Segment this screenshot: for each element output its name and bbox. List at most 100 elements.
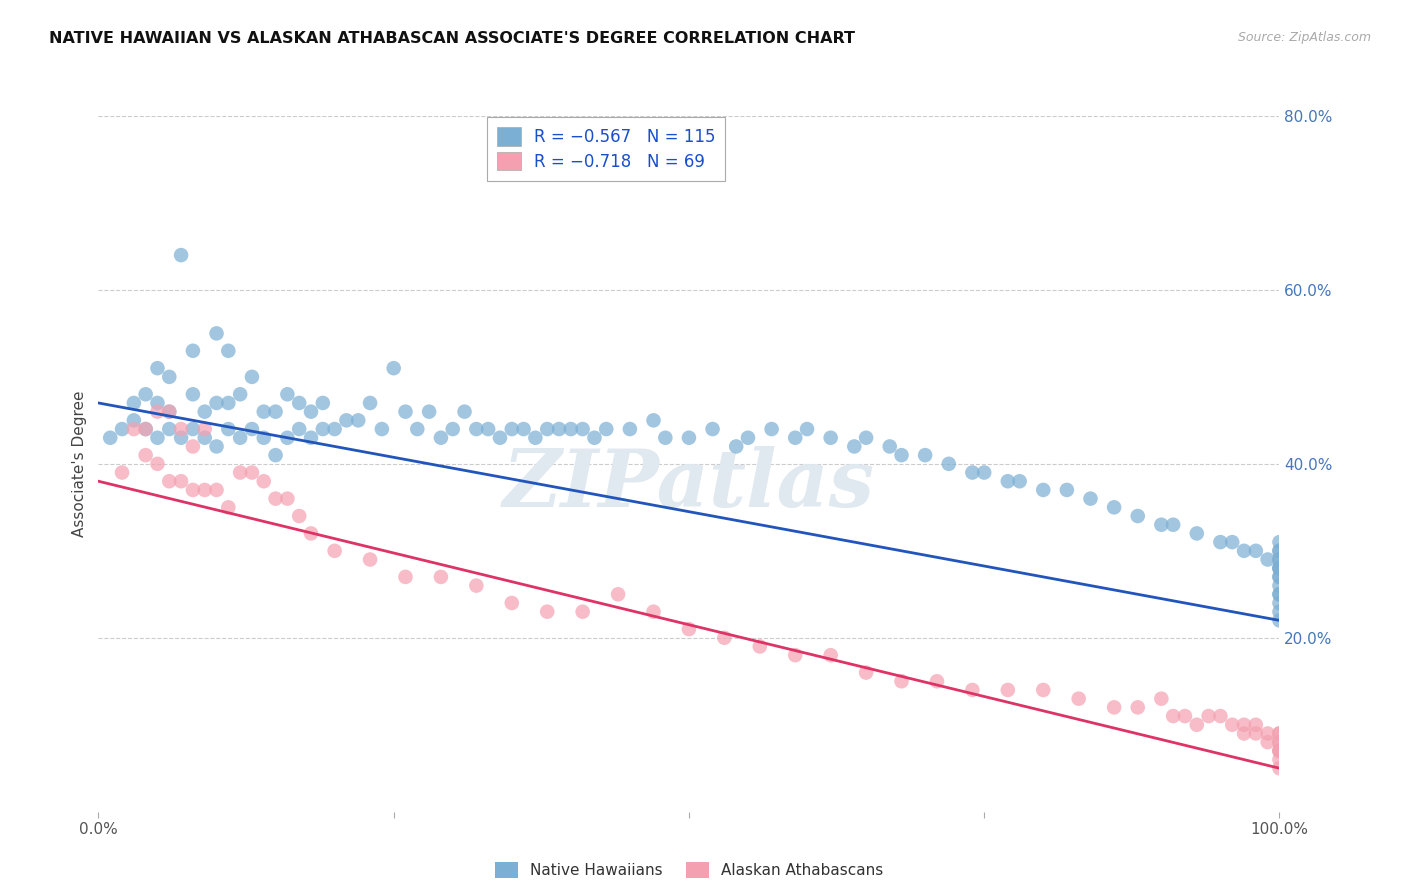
Point: [1257, 735, 1279, 749]
Point: [217, 396, 239, 410]
Point: [1268, 561, 1291, 575]
Point: [1257, 726, 1279, 740]
Point: [181, 387, 204, 401]
Point: [371, 422, 394, 436]
Point: [418, 404, 440, 418]
Point: [607, 587, 630, 601]
Point: [1268, 561, 1291, 575]
Text: NATIVE HAWAIIAN VS ALASKAN ATHABASCAN ASSOCIATE'S DEGREE CORRELATION CHART: NATIVE HAWAIIAN VS ALASKAN ATHABASCAN AS…: [49, 31, 855, 46]
Point: [146, 361, 169, 376]
Point: [299, 526, 322, 541]
Point: [229, 387, 252, 401]
Point: [1268, 596, 1291, 610]
Point: [536, 605, 558, 619]
Point: [394, 404, 416, 418]
Point: [122, 396, 145, 410]
Point: [997, 474, 1019, 488]
Point: [394, 570, 416, 584]
Point: [1067, 691, 1090, 706]
Point: [761, 422, 783, 436]
Point: [962, 466, 984, 480]
Point: [146, 431, 169, 445]
Point: [98, 431, 121, 445]
Point: [1233, 543, 1256, 558]
Point: [157, 369, 180, 384]
Point: [453, 404, 475, 418]
Point: [595, 422, 617, 436]
Point: [1056, 483, 1078, 497]
Point: [312, 396, 335, 410]
Point: [583, 431, 606, 445]
Point: [299, 431, 322, 445]
Point: [194, 483, 217, 497]
Point: [702, 422, 724, 436]
Point: [229, 466, 252, 480]
Point: [713, 631, 735, 645]
Point: [796, 422, 818, 436]
Point: [1257, 552, 1279, 566]
Point: [111, 422, 134, 436]
Point: [1268, 587, 1291, 601]
Point: [820, 648, 842, 662]
Point: [1268, 726, 1291, 740]
Point: [157, 474, 180, 488]
Point: [253, 431, 276, 445]
Point: [785, 431, 807, 445]
Point: [1268, 552, 1291, 566]
Text: Source: ZipAtlas.com: Source: ZipAtlas.com: [1237, 31, 1371, 45]
Point: [135, 422, 157, 436]
Point: [748, 640, 770, 654]
Point: [855, 431, 877, 445]
Point: [654, 431, 676, 445]
Y-axis label: Associate's Degree: Associate's Degree: [72, 391, 87, 537]
Point: [1150, 691, 1173, 706]
Point: [264, 491, 287, 506]
Point: [181, 343, 204, 358]
Point: [477, 422, 499, 436]
Point: [1126, 700, 1149, 714]
Point: [571, 605, 593, 619]
Point: [678, 431, 700, 445]
Point: [217, 343, 239, 358]
Point: [962, 683, 984, 698]
Point: [1185, 717, 1208, 731]
Point: [1126, 508, 1149, 523]
Point: [1268, 543, 1291, 558]
Point: [1220, 717, 1243, 731]
Point: [181, 439, 204, 453]
Point: [430, 431, 453, 445]
Point: [253, 404, 276, 418]
Point: [111, 466, 134, 480]
Point: [170, 422, 193, 436]
Point: [1150, 517, 1173, 532]
Point: [1032, 683, 1054, 698]
Point: [170, 431, 193, 445]
Point: [1220, 535, 1243, 549]
Point: [1268, 587, 1291, 601]
Point: [205, 396, 228, 410]
Point: [170, 474, 193, 488]
Point: [548, 422, 571, 436]
Point: [855, 665, 877, 680]
Point: [1185, 526, 1208, 541]
Point: [240, 422, 263, 436]
Point: [1268, 570, 1291, 584]
Point: [1161, 709, 1184, 723]
Point: [997, 683, 1019, 698]
Point: [1080, 491, 1102, 506]
Point: [1233, 717, 1256, 731]
Point: [217, 500, 239, 515]
Point: [938, 457, 960, 471]
Point: [571, 422, 593, 436]
Point: [524, 431, 547, 445]
Point: [205, 483, 228, 497]
Point: [785, 648, 807, 662]
Point: [973, 466, 995, 480]
Point: [1008, 474, 1031, 488]
Point: [146, 457, 169, 471]
Point: [157, 404, 180, 418]
Point: [157, 404, 180, 418]
Point: [323, 543, 346, 558]
Point: [288, 396, 311, 410]
Point: [1268, 744, 1291, 758]
